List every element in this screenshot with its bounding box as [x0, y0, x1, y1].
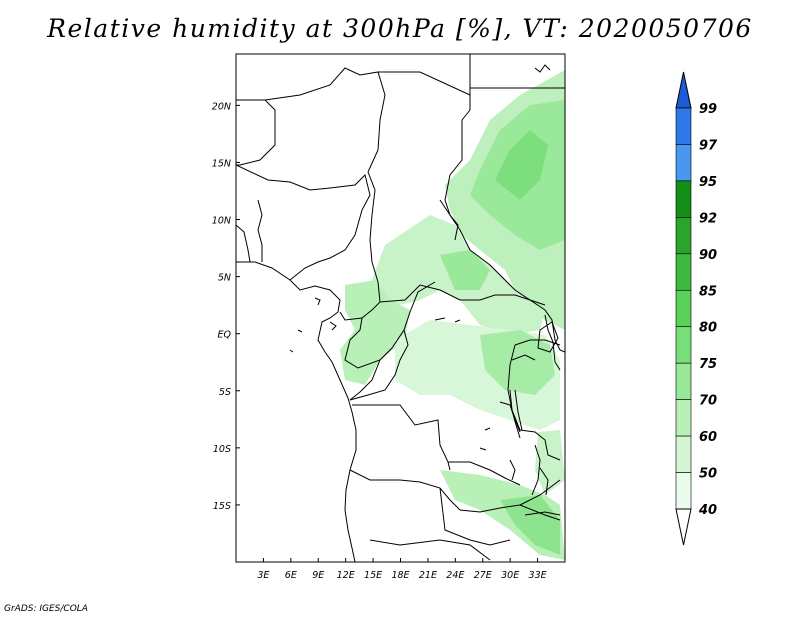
colorbar-box	[675, 217, 692, 255]
lon-tick-label: 24E	[446, 570, 464, 581]
lat-tick-label: 10N	[212, 216, 231, 227]
humidity-shading	[340, 70, 565, 560]
longitude-axis: 3E 6E 9E 12E 15E 18E 21E 24E 27E 30E 33E	[257, 558, 547, 581]
lon-tick-label: 9E	[312, 570, 324, 581]
lat-tick-label: 10S	[213, 444, 231, 455]
colorbar-box	[675, 180, 692, 218]
lon-tick-label: 3E	[257, 570, 269, 581]
colorbar-label: 95	[699, 175, 717, 190]
colorbar-label: 50	[699, 467, 717, 482]
lat-tick-label: EQ	[218, 330, 232, 341]
colorbar-box	[675, 107, 692, 145]
colorbar-label: 97	[699, 138, 718, 153]
colorbar-box	[675, 362, 692, 400]
lakes	[289, 317, 559, 496]
colorbar-label: 99	[699, 102, 717, 117]
colorbar-top-triangle	[675, 71, 692, 109]
colorbar-box	[675, 435, 692, 473]
colorbar-label: 90	[699, 248, 717, 263]
colorbar-box	[675, 289, 692, 328]
colorbar-box	[675, 253, 692, 291]
country-borders	[236, 54, 565, 562]
colorbar-label: 85	[699, 284, 717, 299]
lat-tick-label: 20N	[212, 101, 231, 112]
colorbar-box	[675, 472, 692, 510]
colorbar-label: 92	[699, 211, 717, 226]
colorbar-box	[675, 399, 692, 437]
lon-tick-label: 33E	[529, 570, 547, 581]
lon-tick-label: 12E	[337, 570, 355, 581]
colorbar-label: 40	[698, 503, 717, 518]
colorbar-box	[675, 326, 692, 364]
lat-tick-label: 5N	[218, 273, 231, 284]
colorbar-label: 60	[699, 430, 717, 445]
lon-tick-label: 18E	[391, 570, 409, 581]
colorbar-bottom-triangle	[675, 508, 692, 546]
colorbar-label: 75	[699, 357, 717, 372]
lon-tick-label: 21E	[419, 570, 437, 581]
colorbar: 99 97 95 92 90 85 80 75 70 60 50 40	[675, 71, 718, 546]
colorbar-label: 80	[699, 321, 717, 336]
lon-tick-label: 6E	[285, 570, 297, 581]
lat-tick-label: 15S	[213, 501, 231, 512]
lon-tick-label: 27E	[474, 570, 492, 581]
lat-tick-label: 5S	[219, 387, 231, 398]
colorbar-box	[675, 144, 692, 182]
lon-tick-label: 30E	[501, 570, 519, 581]
map-title: Relative humidity at 300hPa [%], VT: 202…	[47, 14, 753, 43]
lat-tick-label: 15N	[212, 158, 231, 169]
grads-credit: GrADS: IGES/COLA	[4, 604, 88, 614]
lon-tick-label: 15E	[364, 570, 382, 581]
colorbar-label: 70	[699, 394, 717, 409]
latitude-axis: 20N 15N 10N 5N EQ 5S 10S 15S	[212, 101, 240, 512]
